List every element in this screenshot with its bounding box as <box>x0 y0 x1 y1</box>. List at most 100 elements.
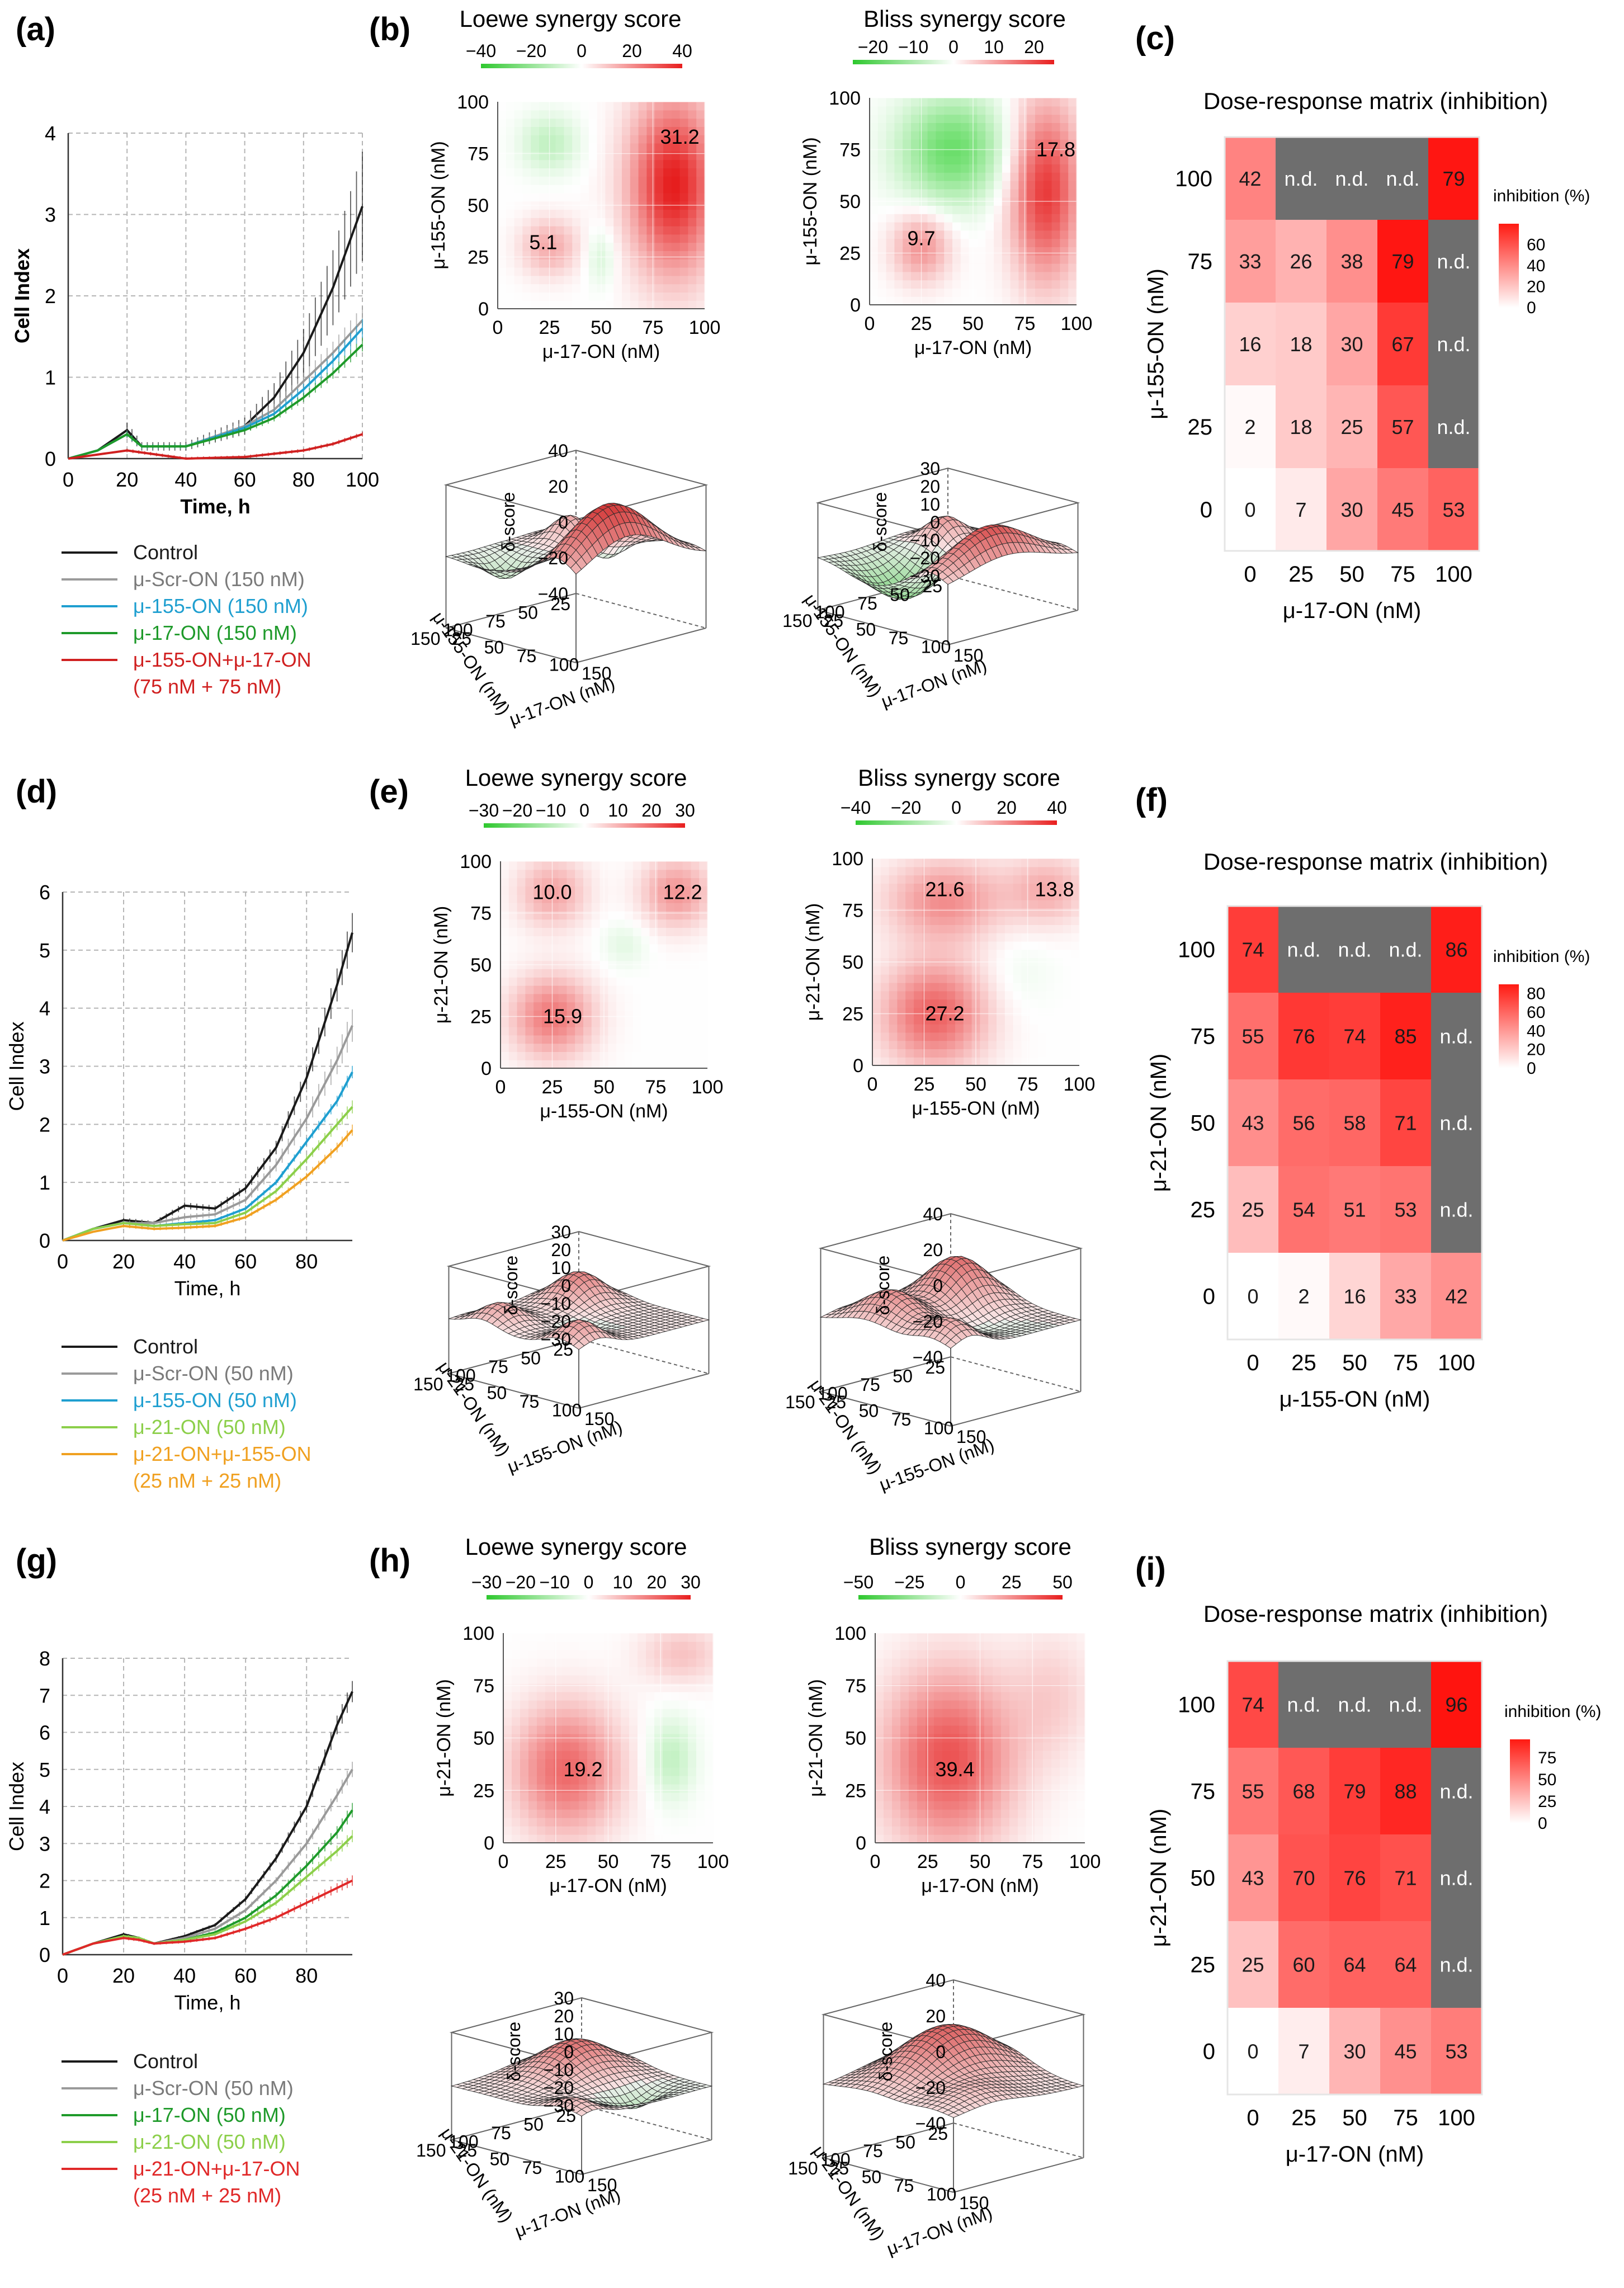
heat-cell <box>926 1667 934 1676</box>
heat-cell <box>688 1742 697 1751</box>
heat-cell <box>528 1751 537 1759</box>
heat-cell <box>641 985 650 994</box>
heat-cell <box>646 1692 655 1701</box>
heat-cell <box>638 110 647 119</box>
heat-cell <box>613 242 622 251</box>
heat-cell <box>886 139 895 148</box>
heat-cell <box>988 990 997 1000</box>
heat-cell <box>1001 1683 1010 1692</box>
heat-cell <box>922 974 931 983</box>
heat-cell <box>947 866 956 876</box>
heat-cell <box>886 122 895 131</box>
heat-cell <box>1060 1658 1069 1667</box>
heat-cell <box>641 1043 650 1052</box>
heat-cell <box>705 1742 714 1751</box>
heat-cell <box>508 1035 518 1044</box>
heat-cell <box>1054 1007 1063 1016</box>
heat-cell <box>688 292 697 301</box>
heat-cell <box>566 993 575 1003</box>
heat-cell <box>534 919 542 928</box>
heat-cell <box>512 1658 521 1667</box>
heat-cell <box>900 1776 909 1785</box>
heat-cell <box>877 230 887 239</box>
heat-cell <box>1035 1759 1044 1768</box>
heat-cell <box>875 1767 884 1776</box>
heat-cell <box>980 916 989 925</box>
heat-cell <box>877 214 887 223</box>
heat-cell <box>591 952 601 961</box>
heat-cell <box>1004 924 1014 933</box>
heat-cell <box>951 1658 960 1667</box>
heat-cell <box>654 1709 663 1718</box>
heat-cell <box>909 1717 918 1726</box>
heat-cell <box>583 944 592 953</box>
heat-cell <box>545 1826 554 1835</box>
heat-cell <box>682 903 691 912</box>
heat-cell <box>914 990 923 1000</box>
heat-cell <box>555 135 564 144</box>
heat-cell <box>994 214 1003 223</box>
heat-cell <box>944 122 953 131</box>
heat-cell <box>537 1792 546 1801</box>
heat-cell <box>558 993 567 1003</box>
heat-cell <box>517 944 526 953</box>
heat-cell <box>947 999 956 1008</box>
heat-cell <box>517 1043 526 1052</box>
heat-cell <box>570 1801 579 1810</box>
heat-cell <box>930 875 939 884</box>
heat-cell <box>905 1007 914 1016</box>
heat-cell <box>671 284 681 293</box>
heat-cell <box>522 135 531 144</box>
heat-cell <box>1001 1742 1010 1751</box>
heat-cell <box>1004 908 1014 917</box>
heat-cell <box>914 949 923 959</box>
heat-cell <box>988 983 997 992</box>
heat-cell <box>1077 1633 1085 1642</box>
heat-cell <box>696 1641 705 1650</box>
heat-cell <box>922 966 931 975</box>
heat-cell <box>1013 891 1022 900</box>
heat-cell <box>531 126 540 135</box>
heat-cell <box>646 226 655 235</box>
heat-cell <box>632 927 642 936</box>
heat-cell <box>622 275 631 285</box>
heat-cell <box>903 214 912 223</box>
heat-cell <box>938 875 947 884</box>
heat-y-tick: 75 <box>845 1676 866 1697</box>
heat-cell <box>498 267 507 276</box>
heat-cell <box>1026 1650 1035 1659</box>
heat-cell <box>1063 966 1071 975</box>
heat-cell <box>877 247 887 256</box>
heat-cell <box>605 192 614 202</box>
heat-cell <box>1035 1675 1044 1684</box>
heat-cell <box>1010 106 1019 115</box>
heat-cell <box>872 933 881 942</box>
heat-cell <box>894 172 903 181</box>
heat-cell <box>980 891 989 900</box>
heat-cell <box>679 1667 688 1676</box>
heat-cell <box>903 255 912 264</box>
heat-cell <box>909 1633 918 1642</box>
heat-cell <box>550 985 559 994</box>
heat-cell <box>897 924 906 933</box>
heat-cell <box>1068 1658 1077 1667</box>
heat-cell <box>562 1725 571 1734</box>
heat-cell <box>963 999 972 1008</box>
heat-cell <box>655 259 664 268</box>
heat-x-tick: 75 <box>645 1077 667 1098</box>
heat-cell <box>575 878 584 886</box>
heat-cell <box>613 267 622 276</box>
heat-cell <box>951 1692 960 1701</box>
heat-cell <box>671 234 681 243</box>
heat-cell <box>955 866 964 876</box>
heat-cell <box>1013 908 1022 917</box>
heat-cell <box>930 949 939 959</box>
heat-cell <box>679 209 688 218</box>
heat-cell <box>1043 98 1052 107</box>
heat-cell <box>1010 214 1019 223</box>
heat-cell <box>993 1725 1002 1734</box>
heat-cell <box>654 1784 663 1793</box>
heat-cell <box>1068 1742 1077 1751</box>
heat-cell <box>936 122 945 131</box>
heat-cell <box>1018 1658 1027 1667</box>
